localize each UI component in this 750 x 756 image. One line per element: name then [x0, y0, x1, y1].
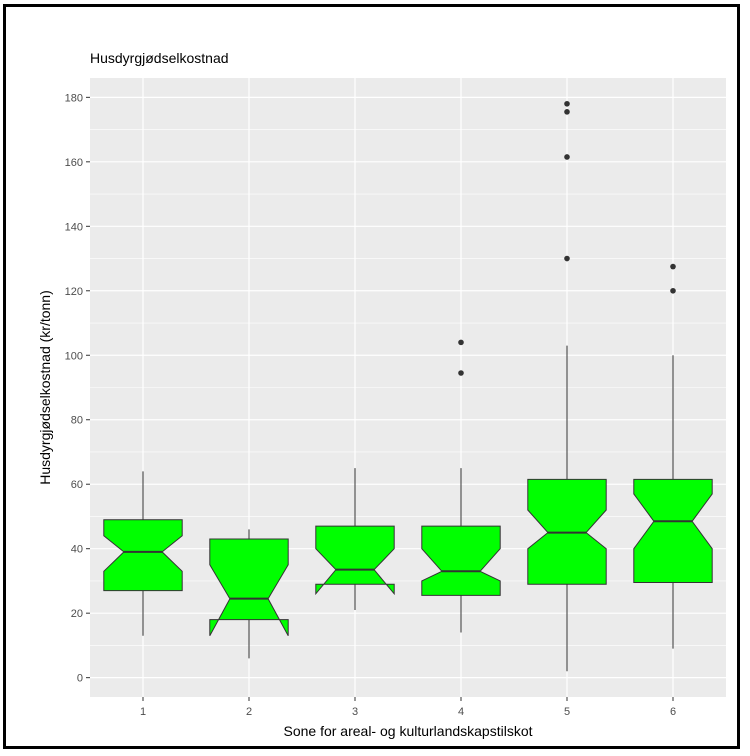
outlier-point — [564, 109, 570, 115]
y-axis-ticks: 0 20 40 60 80 100 120 140 160 180 — [65, 92, 90, 685]
box-group-4 — [421, 339, 501, 633]
notched-box — [315, 525, 395, 596]
grid-lines — [90, 78, 726, 697]
x-tick-label: 4 — [458, 706, 464, 718]
outlier-point — [564, 255, 570, 262]
y-tick-label: 60 — [71, 479, 83, 491]
y-tick-label: 100 — [65, 350, 83, 362]
y-tick-label: 120 — [65, 286, 83, 298]
notched-box — [633, 478, 713, 583]
outlier-point — [564, 154, 570, 160]
x-axis-label: Sone for areal- og kulturlandskapstilsko… — [283, 723, 532, 739]
outlier-point — [670, 287, 676, 294]
x-tick-label: 5 — [564, 706, 570, 718]
boxes-layer — [103, 100, 713, 672]
y-tick-label: 180 — [65, 92, 83, 104]
notched-box — [209, 538, 289, 636]
box-group-6 — [633, 263, 713, 649]
x-tick-label: 3 — [352, 706, 358, 718]
notched-box — [421, 525, 501, 596]
chart-title: Husdyrgjødselkostnad — [90, 50, 229, 66]
outlier-point — [564, 100, 570, 107]
y-tick-label: 20 — [71, 608, 83, 620]
y-tick-label: 40 — [71, 544, 83, 556]
x-tick-label: 2 — [246, 706, 252, 718]
x-axis-ticks: 1 2 3 4 5 6 — [140, 697, 676, 718]
outlier-point — [458, 370, 464, 376]
y-tick-label: 80 — [71, 415, 83, 427]
y-axis-label: Husdyrgjødselkostnad (kr/tonn) — [37, 290, 53, 485]
x-tick-label: 1 — [140, 706, 146, 718]
box-group-5 — [527, 100, 607, 672]
y-tick-label: 160 — [65, 157, 83, 169]
notched-box — [103, 519, 183, 592]
outlier-point — [670, 263, 676, 270]
box-group-1 — [103, 471, 183, 636]
y-tick-label: 140 — [65, 221, 83, 233]
box-group-3 — [315, 468, 395, 610]
box-group-2 — [209, 529, 289, 659]
outlier-point — [458, 339, 464, 346]
y-tick-label: 0 — [77, 673, 83, 685]
x-tick-label: 6 — [670, 706, 676, 718]
